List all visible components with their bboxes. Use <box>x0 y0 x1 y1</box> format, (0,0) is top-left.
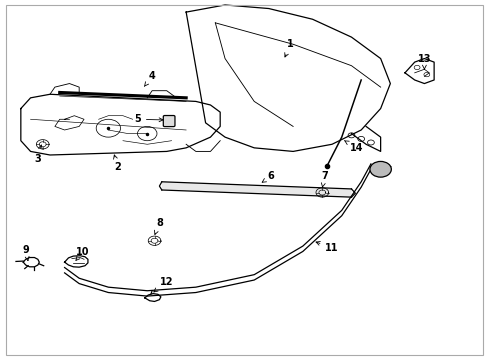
Text: 10: 10 <box>76 247 90 260</box>
Text: 3: 3 <box>35 145 42 163</box>
Text: 8: 8 <box>154 218 163 234</box>
Text: 2: 2 <box>113 155 121 172</box>
Text: 5: 5 <box>134 114 163 124</box>
Text: 14: 14 <box>344 140 362 153</box>
FancyBboxPatch shape <box>163 116 175 127</box>
Polygon shape <box>162 182 351 197</box>
Text: 11: 11 <box>315 242 338 253</box>
Circle shape <box>369 161 390 177</box>
Text: 6: 6 <box>262 171 274 182</box>
Text: 1: 1 <box>284 39 293 57</box>
Text: 7: 7 <box>321 171 327 187</box>
Text: 12: 12 <box>154 277 173 292</box>
Text: 9: 9 <box>22 245 29 261</box>
Text: 13: 13 <box>417 54 430 69</box>
Text: 4: 4 <box>144 71 155 86</box>
